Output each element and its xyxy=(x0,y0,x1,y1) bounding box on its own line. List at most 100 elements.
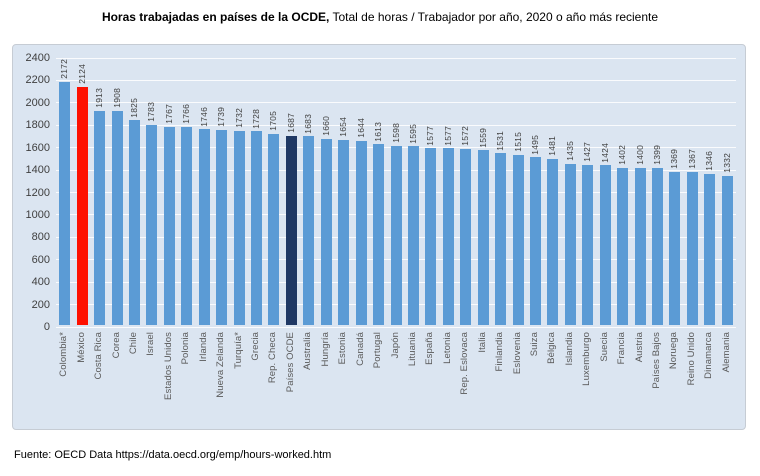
bar-costa-rica xyxy=(94,110,106,325)
y-axis-tick-1000: 1000 xyxy=(25,208,50,221)
y-axis-tick-1400: 1400 xyxy=(25,164,50,177)
bar-value-label: 1746 xyxy=(198,106,209,127)
bar-rep-eslovaca xyxy=(460,148,472,325)
bar-chart-area: 0 200 400 600 800 1000 1200 1400 1600 1800 2000 220… xyxy=(12,44,746,430)
y-axis-tick-0: 0 xyxy=(43,321,50,333)
bar-value-label: 1739 xyxy=(216,107,227,128)
bar-value-label: 1654 xyxy=(338,116,349,137)
bar-value-label: 1687 xyxy=(285,113,296,133)
x-axis-label: Bélgica xyxy=(546,332,558,364)
y-axis-tick-1200: 1200 xyxy=(25,186,50,199)
x-axis-label: Lituania xyxy=(406,332,418,367)
bar-canadá xyxy=(355,140,367,325)
chart-title: Horas trabajadas en países de la OCDE, T… xyxy=(0,10,760,24)
x-axis-label: Suiza xyxy=(528,332,540,357)
bar-irlanda xyxy=(198,129,210,325)
x-axis-label: Nueva Zelanda xyxy=(215,332,227,398)
x-axis-label: Costa Rica xyxy=(93,332,105,380)
x-axis-label: Colombia* xyxy=(58,332,70,377)
y-axis-tick-800: 800 xyxy=(31,231,50,244)
bar-value-label: 1332 xyxy=(721,153,732,173)
bar-value-label: 1732 xyxy=(233,108,244,128)
bar-australia xyxy=(303,136,315,325)
x-axis-label: Chile xyxy=(127,332,139,355)
gridline-2000 xyxy=(56,102,736,104)
bar-japón xyxy=(390,145,402,325)
bar-value-label: 1346 xyxy=(704,151,715,172)
bar-value-label: 1424 xyxy=(599,142,610,163)
x-axis-label: Rep. Eslovaca xyxy=(459,332,471,395)
bar-alemania xyxy=(721,175,733,325)
bar-value-label: 1767 xyxy=(163,104,174,124)
bar-value-label: 1598 xyxy=(390,123,401,143)
bar-value-label: 1825 xyxy=(128,97,139,118)
y-axis-tick-400: 400 xyxy=(31,276,50,289)
bar-value-label: 1400 xyxy=(634,145,645,166)
bar-value-label: 1728 xyxy=(251,108,261,129)
bar-value-label: 1613 xyxy=(373,121,384,142)
bar-rep-checa xyxy=(268,133,280,325)
bar-value-label: 1559 xyxy=(477,127,488,148)
bar-méxico xyxy=(76,86,88,325)
bar-bélgica xyxy=(547,159,559,325)
y-axis-tick-1600: 1600 xyxy=(25,141,50,154)
x-axis-label: Dinamarca xyxy=(703,332,715,379)
bar-value-label: 1683 xyxy=(303,113,314,134)
bar-estados-unidos xyxy=(163,126,175,325)
bar-value-label: 1427 xyxy=(582,142,593,163)
bar-value-label: 1367 xyxy=(686,149,697,169)
gridline-1800 xyxy=(56,124,736,126)
bar-value-label: 2172 xyxy=(59,58,70,79)
y-axis-tick-2400: 2400 xyxy=(25,52,50,64)
x-axis-label: Suecia xyxy=(598,332,610,362)
x-axis-label: Israel xyxy=(145,332,157,356)
gridline-2400 xyxy=(56,57,736,59)
x-axis-label: Finlandia xyxy=(494,332,506,372)
x-axis-label: Estados Unidos xyxy=(162,332,174,400)
bar-países-ocde xyxy=(285,135,297,325)
x-axis-label: México xyxy=(75,332,87,363)
x-axis-label: Islandia xyxy=(563,332,575,366)
x-axis-label: Corea xyxy=(110,332,122,359)
x-axis-label: Turquía* xyxy=(232,332,244,369)
bar-value-label: 1705 xyxy=(268,111,279,131)
bar-francia xyxy=(617,167,629,325)
x-axis-label: Países Bajos xyxy=(651,332,663,389)
x-axis-label: Hungría xyxy=(319,332,331,367)
bar-value-label: 1531 xyxy=(495,130,506,151)
bar-hungría xyxy=(320,138,332,325)
chart-title-main: Horas trabajadas en países de la OCDE, xyxy=(101,10,330,24)
x-axis-label: Países OCDE xyxy=(284,332,296,393)
bar-países-bajos xyxy=(652,168,664,325)
y-axis-tick-2200: 2200 xyxy=(25,74,50,87)
bar-lituania xyxy=(407,146,419,325)
x-axis-label: Francia xyxy=(616,332,628,365)
bar-corea xyxy=(111,111,123,325)
bar-polonia xyxy=(181,127,193,325)
gridline-0 xyxy=(56,326,736,328)
bar-dinamarca xyxy=(704,174,716,325)
bar-grecia xyxy=(251,131,262,325)
bar-value-label: 1481 xyxy=(547,136,558,157)
y-axis-tick-600: 600 xyxy=(31,253,50,266)
x-axis-label: Reino Unido xyxy=(685,332,697,386)
bar-portugal xyxy=(373,144,385,325)
bar-value-label: 1402 xyxy=(617,145,628,165)
bar-value-label: 1644 xyxy=(355,118,366,138)
bar-value-label: 1369 xyxy=(669,148,680,169)
x-axis-label: Canadá xyxy=(354,332,366,366)
bar-israel xyxy=(146,125,158,325)
x-axis-label: Rep. Checa xyxy=(267,332,279,384)
bar-value-label: 1783 xyxy=(146,102,157,123)
bar-letonia xyxy=(442,148,454,325)
bar-eslovenia xyxy=(512,155,524,325)
bar-value-label: 2124 xyxy=(76,64,87,84)
bar-chile xyxy=(128,120,140,325)
x-axis-label: Portugal xyxy=(372,332,384,369)
x-axis-label: Grecia xyxy=(250,332,261,361)
bar-value-label: 1515 xyxy=(512,132,523,153)
bar-suiza xyxy=(529,157,541,325)
bar-estonia xyxy=(338,139,350,325)
x-axis-label: Alemania xyxy=(720,332,732,373)
